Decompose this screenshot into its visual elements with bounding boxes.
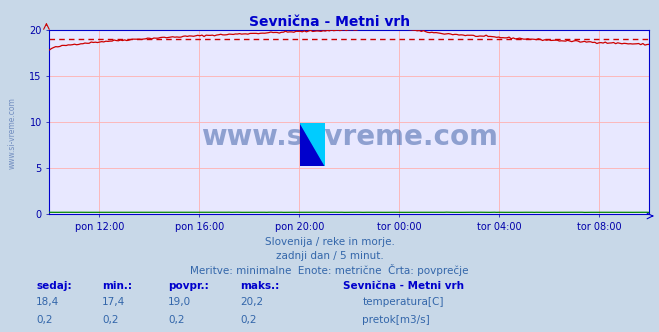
Text: pretok[m3/s]: pretok[m3/s] [362, 315, 430, 325]
Polygon shape [300, 123, 325, 166]
Text: 0,2: 0,2 [36, 315, 53, 325]
Text: 0,2: 0,2 [168, 315, 185, 325]
Text: 17,4: 17,4 [102, 297, 125, 307]
Text: 19,0: 19,0 [168, 297, 191, 307]
Text: Meritve: minimalne  Enote: metrične  Črta: povprečje: Meritve: minimalne Enote: metrične Črta:… [190, 264, 469, 276]
Polygon shape [300, 123, 325, 166]
Text: Sevnična - Metni vrh: Sevnična - Metni vrh [249, 15, 410, 29]
Text: 18,4: 18,4 [36, 297, 59, 307]
Text: 0,2: 0,2 [102, 315, 119, 325]
Text: maks.:: maks.: [241, 281, 280, 290]
Text: 20,2: 20,2 [241, 297, 264, 307]
Text: Slovenija / reke in morje.: Slovenija / reke in morje. [264, 237, 395, 247]
Text: povpr.:: povpr.: [168, 281, 209, 290]
Text: min.:: min.: [102, 281, 132, 290]
Text: sedaj:: sedaj: [36, 281, 72, 290]
Text: temperatura[C]: temperatura[C] [362, 297, 444, 307]
Text: www.si-vreme.com: www.si-vreme.com [201, 123, 498, 151]
Text: www.si-vreme.com: www.si-vreme.com [8, 97, 17, 169]
Text: Sevnična - Metni vrh: Sevnična - Metni vrh [343, 281, 464, 290]
Polygon shape [300, 123, 325, 166]
Text: zadnji dan / 5 minut.: zadnji dan / 5 minut. [275, 251, 384, 261]
Text: 0,2: 0,2 [241, 315, 257, 325]
